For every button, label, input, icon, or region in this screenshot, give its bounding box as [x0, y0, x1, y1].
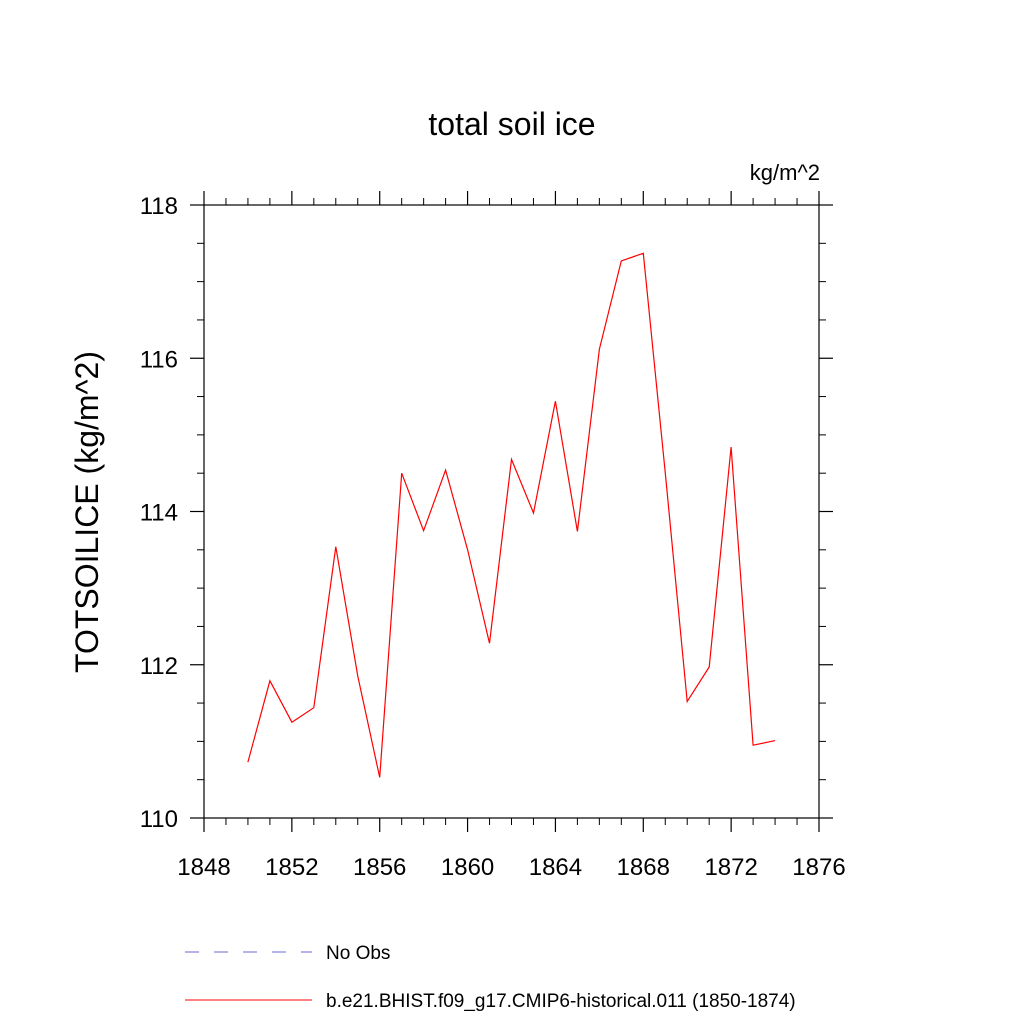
data-point [357, 675, 359, 677]
data-point [401, 472, 403, 474]
data-point [269, 680, 271, 682]
x-tick-label: 1864 [529, 854, 582, 881]
data-point [686, 701, 688, 703]
chart-title: total soil ice [428, 106, 595, 142]
legend-label-1: b.e21.BHIST.f09_g17.CMIP6-historical.011… [326, 991, 796, 1012]
axis-ticks [190, 191, 833, 832]
y-tick-label: 118 [140, 193, 178, 220]
data-point [533, 512, 535, 514]
data-point [423, 530, 425, 532]
series-line-0 [247, 252, 776, 778]
data-point [555, 400, 557, 402]
data-point [445, 469, 447, 471]
data-point [642, 252, 644, 254]
plot-frame [203, 204, 820, 819]
data-point [752, 744, 754, 746]
series-layer [247, 252, 776, 778]
data-point [247, 761, 249, 763]
x-tick-label: 1848 [177, 854, 230, 881]
data-point [774, 740, 776, 742]
data-point [379, 777, 381, 779]
data-point [291, 721, 293, 723]
y-tick-label: 114 [140, 500, 178, 527]
y-axis-label: TOTSOILICE (kg/m^2) [69, 351, 105, 673]
legend: No Obs b.e21.BHIST.f09_g17.CMIP6-historic… [185, 943, 796, 1012]
x-tick-label: 1876 [792, 854, 845, 881]
data-point [708, 666, 710, 668]
data-point [621, 260, 623, 262]
data-point [335, 546, 337, 548]
data-point [511, 459, 513, 461]
data-point [599, 348, 601, 350]
data-point [489, 642, 491, 644]
x-tick-label: 1872 [704, 854, 757, 881]
data-point [467, 549, 469, 551]
x-tick-label: 1868 [617, 854, 670, 881]
y-tick-label: 112 [140, 653, 178, 680]
y-tick-label: 116 [140, 346, 178, 373]
y-tick-label: 110 [140, 806, 178, 833]
x-tick-label: 1852 [265, 854, 318, 881]
x-tick-label: 1860 [441, 854, 494, 881]
legend-label-0: No Obs [326, 943, 390, 964]
data-point [313, 707, 315, 709]
tick-labels: 1848 1852 1856 1860 1864 1868 1872 1876 110 112 11… [140, 193, 846, 881]
data-point [664, 472, 666, 474]
data-point [577, 531, 579, 533]
data-point [730, 446, 732, 448]
x-tick-label: 1856 [353, 854, 406, 881]
units-label: kg/m^2 [750, 160, 820, 185]
